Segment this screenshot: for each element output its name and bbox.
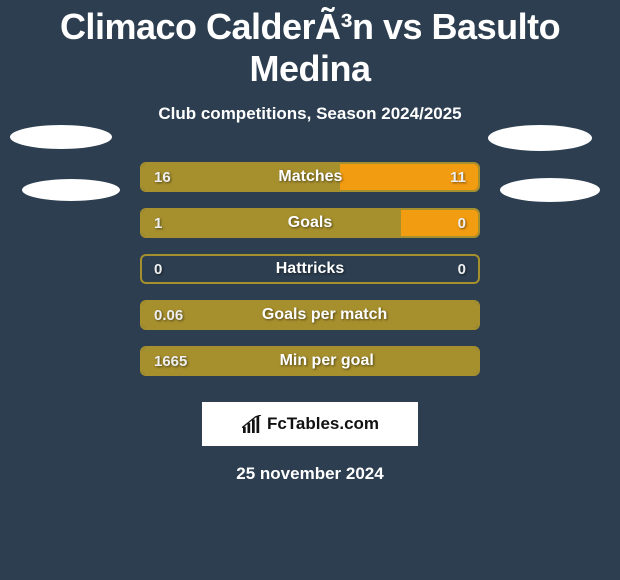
- bar-right: [401, 210, 478, 236]
- subtitle: Club competitions, Season 2024/2025: [0, 104, 620, 124]
- bar-right: [340, 164, 478, 190]
- stat-label: Hattricks: [276, 260, 344, 278]
- bar-left: [142, 348, 478, 374]
- stat-row: 1665Min per goal: [0, 346, 620, 392]
- bar-left: [142, 302, 478, 328]
- bar-left: [142, 210, 401, 236]
- stat-row: 1Goals0: [0, 208, 620, 254]
- decorative-ellipse: [500, 178, 600, 202]
- left-value: 0: [154, 261, 162, 278]
- stat-row: 0 Hattricks 0: [0, 254, 620, 300]
- right-value: 0: [458, 261, 466, 278]
- date-line: 25 november 2024: [0, 464, 620, 484]
- bar-left: [142, 164, 340, 190]
- page-title: Climaco CalderÃ³n vs Basulto Medina: [0, 0, 620, 90]
- decorative-ellipse: [22, 179, 120, 201]
- brand-text: FcTables.com: [267, 414, 379, 434]
- stat-row: 0.06Goals per match: [0, 300, 620, 346]
- decorative-ellipse: [488, 125, 592, 151]
- brand-badge: FcTables.com: [202, 402, 418, 446]
- decorative-ellipse: [10, 125, 112, 149]
- bar-chart-icon: [241, 415, 263, 433]
